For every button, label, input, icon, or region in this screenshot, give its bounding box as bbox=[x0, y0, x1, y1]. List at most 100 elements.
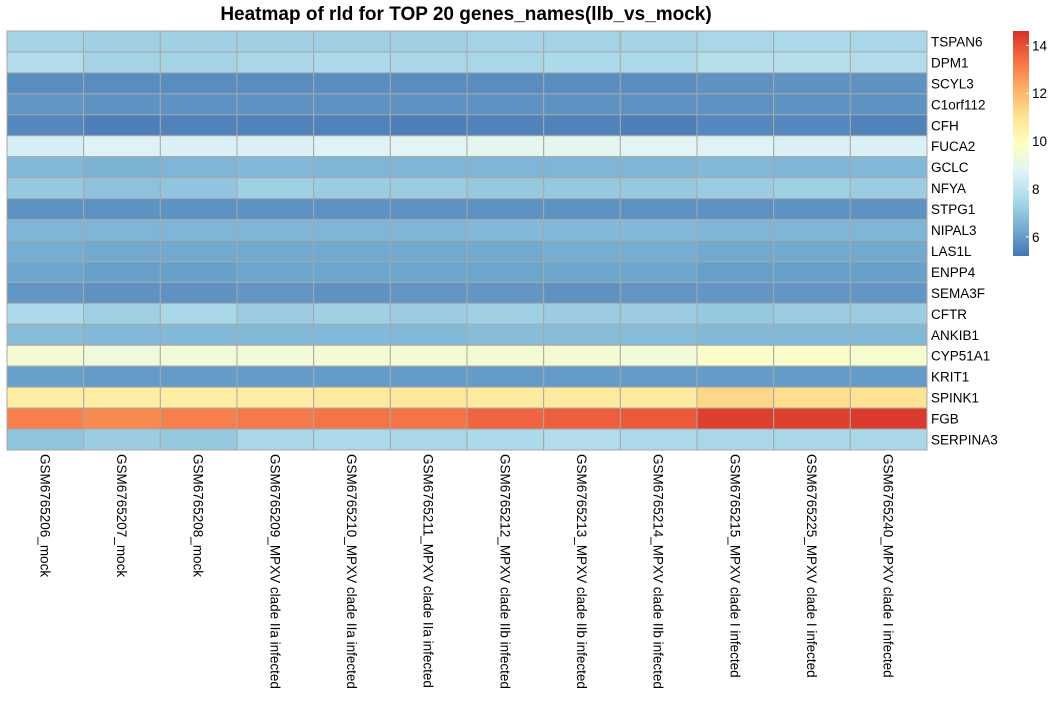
heatmap-cell bbox=[83, 428, 161, 451]
heatmap-cell bbox=[6, 30, 85, 53]
heatmap-cell bbox=[696, 156, 775, 179]
heatmap-cell bbox=[696, 114, 775, 137]
heatmap-cell bbox=[313, 428, 391, 451]
chart-title: Heatmap of rld for TOP 20 genes_names(ll… bbox=[220, 4, 711, 25]
heatmap-cell bbox=[466, 344, 545, 367]
heatmap-cell bbox=[543, 72, 621, 95]
heatmap-cell bbox=[159, 386, 238, 409]
heatmap-cell bbox=[696, 407, 775, 430]
heatmap-cell bbox=[159, 323, 238, 346]
heatmap-cell bbox=[849, 323, 928, 346]
heatmap-cell bbox=[6, 114, 85, 137]
heatmap-cell bbox=[159, 135, 238, 158]
heatmap-cell bbox=[466, 240, 545, 262]
row-label: DPM1 bbox=[931, 55, 969, 70]
heatmap-cell bbox=[313, 344, 391, 367]
row-label: FUCA2 bbox=[931, 139, 975, 154]
heatmap-cell bbox=[159, 219, 238, 242]
column-label: GSM6765213_MPXV clade IIb infected bbox=[574, 454, 589, 689]
heatmap-cell bbox=[389, 114, 468, 137]
heatmap-cell bbox=[543, 323, 621, 346]
heatmap-cell bbox=[313, 30, 391, 53]
heatmap-cell bbox=[849, 302, 928, 325]
heatmap-cell bbox=[773, 302, 851, 325]
heatmap-cell bbox=[83, 344, 161, 367]
heatmap-cell bbox=[83, 93, 161, 116]
heatmap-cell bbox=[83, 114, 161, 137]
heatmap-cell bbox=[773, 114, 851, 137]
row-label: SERPINA3 bbox=[931, 433, 998, 448]
heatmap-cell bbox=[696, 365, 775, 388]
heatmap-cell bbox=[236, 219, 315, 242]
column-label: GSM6765214_MPXV clade IIb infected bbox=[651, 454, 666, 689]
heatmap-cell bbox=[619, 365, 698, 388]
heatmap-cell bbox=[389, 177, 468, 200]
heatmap-cell bbox=[159, 177, 238, 200]
heatmap-cell bbox=[696, 198, 775, 221]
heatmap-cell bbox=[773, 386, 851, 409]
heatmap-cell bbox=[466, 156, 545, 179]
heatmap-cell bbox=[6, 156, 85, 179]
legend-tick-label: 6 bbox=[1032, 230, 1040, 245]
heatmap-cell bbox=[619, 407, 698, 430]
heatmap-cell bbox=[236, 198, 315, 221]
heatmap-cell bbox=[773, 135, 851, 158]
heatmap-cell bbox=[466, 365, 545, 388]
heatmap-cell bbox=[773, 93, 851, 116]
heatmap-cell bbox=[543, 219, 621, 242]
heatmap-cell bbox=[619, 428, 698, 451]
heatmap-cell bbox=[389, 281, 468, 304]
row-label: LAS1L bbox=[931, 244, 972, 259]
heatmap-cell bbox=[849, 407, 928, 430]
heatmap-cell bbox=[543, 240, 621, 262]
heatmap-cell bbox=[849, 135, 928, 158]
row-label: NFYA bbox=[931, 181, 966, 196]
heatmap-cell bbox=[696, 260, 775, 283]
heatmap-cell bbox=[466, 72, 545, 95]
heatmap-cell bbox=[6, 386, 85, 409]
heatmap-cell bbox=[83, 198, 161, 221]
heatmap-cell bbox=[696, 135, 775, 158]
heatmap-cell bbox=[6, 72, 85, 95]
heatmap-cell bbox=[159, 51, 238, 74]
heatmap-cell bbox=[313, 302, 391, 325]
heatmap-cell bbox=[466, 30, 545, 53]
heatmap-cell bbox=[159, 93, 238, 116]
heatmap-cell bbox=[543, 428, 621, 451]
heatmap-cell bbox=[773, 281, 851, 304]
heatmap-cell bbox=[236, 30, 315, 53]
heatmap-cell bbox=[773, 30, 851, 53]
heatmap-cell bbox=[236, 156, 315, 179]
heatmap-cell bbox=[543, 344, 621, 367]
heatmap-cell bbox=[466, 219, 545, 242]
heatmap-cell bbox=[83, 177, 161, 200]
heatmap-cell bbox=[696, 51, 775, 74]
column-label: GSM6765215_MPXV clade I infected bbox=[727, 454, 742, 678]
heatmap-cell bbox=[83, 219, 161, 242]
legend-tick-label: 12 bbox=[1032, 86, 1047, 101]
heatmap-cell bbox=[773, 344, 851, 367]
heatmap-cell bbox=[389, 428, 468, 451]
heatmap-cell bbox=[236, 281, 315, 304]
heatmap-cell bbox=[543, 260, 621, 283]
row-labels: TSPAN6 DPM1 SCYL3 C1orf112 CFH FUCA2 GCLC NFYA S… bbox=[931, 34, 998, 447]
heatmap-cell bbox=[619, 114, 698, 137]
heatmap-cell bbox=[466, 177, 545, 200]
heatmap-cell bbox=[159, 407, 238, 430]
heatmap-cell bbox=[83, 156, 161, 179]
heatmap-cell bbox=[696, 72, 775, 95]
heatmap-cell bbox=[543, 51, 621, 74]
heatmap-cell bbox=[159, 281, 238, 304]
column-label: GSM6765209_MPXV clade IIa infected bbox=[267, 454, 282, 689]
heatmap-cell bbox=[83, 240, 161, 262]
heatmap-cell bbox=[466, 281, 545, 304]
heatmap-cell bbox=[849, 365, 928, 388]
row-label: ENPP4 bbox=[931, 265, 976, 280]
heatmap-cell bbox=[849, 114, 928, 137]
row-label: SCYL3 bbox=[931, 76, 974, 91]
heatmap-cell bbox=[619, 72, 698, 95]
legend-tick-label: 8 bbox=[1032, 182, 1040, 197]
heatmap-cell bbox=[236, 323, 315, 346]
heatmap-cell bbox=[543, 135, 621, 158]
heatmap-cell bbox=[543, 156, 621, 179]
